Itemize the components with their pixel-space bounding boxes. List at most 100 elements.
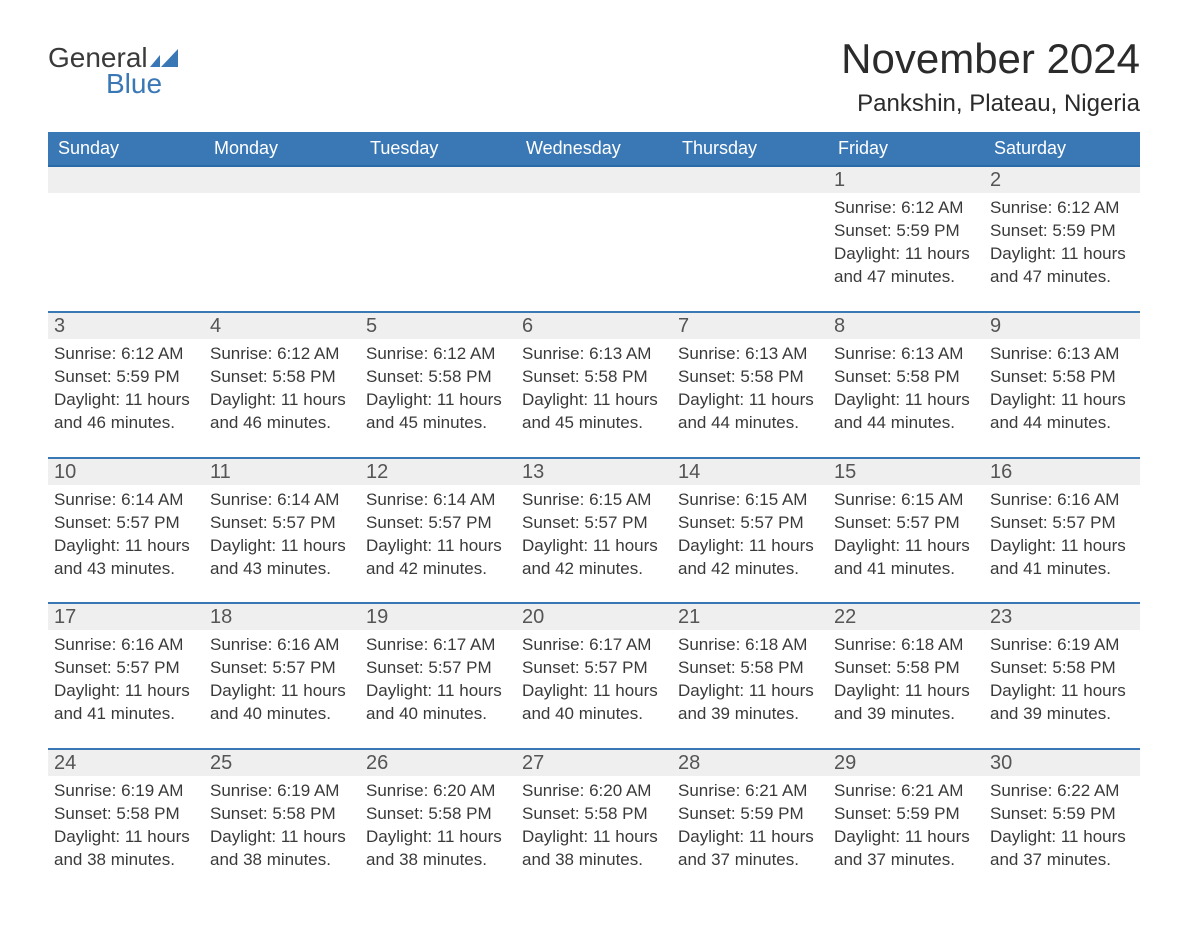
calendar-cell (204, 166, 360, 312)
day-body: Sunrise: 6:14 AMSunset: 5:57 PMDaylight:… (360, 485, 516, 603)
day-number-strip: 16 (984, 459, 1140, 485)
day-body: Sunrise: 6:16 AMSunset: 5:57 PMDaylight:… (984, 485, 1140, 603)
day-body: Sunrise: 6:20 AMSunset: 5:58 PMDaylight:… (360, 776, 516, 894)
daylight-text: Daylight: 11 hours and 37 minutes. (678, 826, 822, 872)
day-number-strip (48, 167, 204, 193)
calendar-week-row: 10Sunrise: 6:14 AMSunset: 5:57 PMDayligh… (48, 458, 1140, 604)
day-number: 8 (834, 315, 845, 337)
sunrise-text: Sunrise: 6:19 AM (54, 780, 198, 803)
sunrise-text: Sunrise: 6:14 AM (366, 489, 510, 512)
daylight-text: Daylight: 11 hours and 38 minutes. (54, 826, 198, 872)
calendar-week-row: 1Sunrise: 6:12 AMSunset: 5:59 PMDaylight… (48, 166, 1140, 312)
calendar-cell: 29Sunrise: 6:21 AMSunset: 5:59 PMDayligh… (828, 749, 984, 894)
calendar-cell: 14Sunrise: 6:15 AMSunset: 5:57 PMDayligh… (672, 458, 828, 604)
day-number: 11 (210, 461, 231, 483)
day-number-strip: 25 (204, 750, 360, 776)
day-number-strip: 5 (360, 313, 516, 339)
sunset-text: Sunset: 5:58 PM (522, 366, 666, 389)
day-body: Sunrise: 6:15 AMSunset: 5:57 PMDaylight:… (672, 485, 828, 603)
calendar-cell: 19Sunrise: 6:17 AMSunset: 5:57 PMDayligh… (360, 603, 516, 749)
day-body: Sunrise: 6:22 AMSunset: 5:59 PMDaylight:… (984, 776, 1140, 894)
sunset-text: Sunset: 5:58 PM (54, 803, 198, 826)
day-number-strip: 30 (984, 750, 1140, 776)
daylight-text: Daylight: 11 hours and 41 minutes. (54, 680, 198, 726)
daylight-text: Daylight: 11 hours and 39 minutes. (834, 680, 978, 726)
calendar-week-row: 24Sunrise: 6:19 AMSunset: 5:58 PMDayligh… (48, 749, 1140, 894)
day-body (360, 193, 516, 309)
sunrise-text: Sunrise: 6:13 AM (834, 343, 978, 366)
daylight-text: Daylight: 11 hours and 42 minutes. (366, 535, 510, 581)
day-number-strip: 27 (516, 750, 672, 776)
calendar-header: Sunday Monday Tuesday Wednesday Thursday… (48, 132, 1140, 166)
daylight-text: Daylight: 11 hours and 43 minutes. (210, 535, 354, 581)
day-body: Sunrise: 6:13 AMSunset: 5:58 PMDaylight:… (672, 339, 828, 457)
sunrise-text: Sunrise: 6:12 AM (990, 197, 1134, 220)
day-number-strip: 28 (672, 750, 828, 776)
day-number-strip: 26 (360, 750, 516, 776)
calendar-cell: 26Sunrise: 6:20 AMSunset: 5:58 PMDayligh… (360, 749, 516, 894)
day-body: Sunrise: 6:16 AMSunset: 5:57 PMDaylight:… (204, 630, 360, 748)
day-number: 29 (834, 752, 856, 774)
daylight-text: Daylight: 11 hours and 44 minutes. (678, 389, 822, 435)
sunrise-text: Sunrise: 6:12 AM (210, 343, 354, 366)
daylight-text: Daylight: 11 hours and 44 minutes. (990, 389, 1134, 435)
sunset-text: Sunset: 5:58 PM (678, 657, 822, 680)
day-body (48, 193, 204, 309)
sunrise-text: Sunrise: 6:20 AM (522, 780, 666, 803)
calendar-cell: 3Sunrise: 6:12 AMSunset: 5:59 PMDaylight… (48, 312, 204, 458)
day-number-strip: 8 (828, 313, 984, 339)
daylight-text: Daylight: 11 hours and 45 minutes. (522, 389, 666, 435)
day-number: 9 (990, 315, 1001, 337)
sunset-text: Sunset: 5:57 PM (210, 512, 354, 535)
calendar-cell: 13Sunrise: 6:15 AMSunset: 5:57 PMDayligh… (516, 458, 672, 604)
sunset-text: Sunset: 5:57 PM (678, 512, 822, 535)
sunset-text: Sunset: 5:59 PM (54, 366, 198, 389)
sunrise-text: Sunrise: 6:21 AM (834, 780, 978, 803)
day-number: 20 (522, 606, 544, 628)
day-number: 24 (54, 752, 76, 774)
calendar-cell: 15Sunrise: 6:15 AMSunset: 5:57 PMDayligh… (828, 458, 984, 604)
day-number-strip: 21 (672, 604, 828, 630)
day-number: 2 (990, 169, 1001, 191)
sunset-text: Sunset: 5:58 PM (990, 657, 1134, 680)
sunset-text: Sunset: 5:59 PM (834, 803, 978, 826)
day-number-strip: 9 (984, 313, 1140, 339)
day-number-strip: 7 (672, 313, 828, 339)
day-body: Sunrise: 6:12 AMSunset: 5:58 PMDaylight:… (360, 339, 516, 457)
daylight-text: Daylight: 11 hours and 47 minutes. (834, 243, 978, 289)
day-number: 7 (678, 315, 689, 337)
day-number-strip: 17 (48, 604, 204, 630)
day-number-strip: 22 (828, 604, 984, 630)
sunset-text: Sunset: 5:57 PM (54, 657, 198, 680)
day-number-strip: 13 (516, 459, 672, 485)
sunset-text: Sunset: 5:58 PM (522, 803, 666, 826)
day-number-strip: 24 (48, 750, 204, 776)
day-number-strip: 20 (516, 604, 672, 630)
day-number: 26 (366, 752, 388, 774)
daylight-text: Daylight: 11 hours and 46 minutes. (54, 389, 198, 435)
day-body: Sunrise: 6:21 AMSunset: 5:59 PMDaylight:… (828, 776, 984, 894)
day-number-strip: 6 (516, 313, 672, 339)
day-number: 17 (54, 606, 76, 628)
sunrise-text: Sunrise: 6:15 AM (522, 489, 666, 512)
day-number: 10 (54, 461, 76, 483)
day-number-strip: 29 (828, 750, 984, 776)
calendar-cell: 27Sunrise: 6:20 AMSunset: 5:58 PMDayligh… (516, 749, 672, 894)
day-number-strip: 1 (828, 167, 984, 193)
daylight-text: Daylight: 11 hours and 38 minutes. (210, 826, 354, 872)
day-body (204, 193, 360, 309)
day-number-strip: 3 (48, 313, 204, 339)
col-friday: Friday (828, 132, 984, 166)
day-body: Sunrise: 6:21 AMSunset: 5:59 PMDaylight:… (672, 776, 828, 894)
calendar-cell: 23Sunrise: 6:19 AMSunset: 5:58 PMDayligh… (984, 603, 1140, 749)
sunset-text: Sunset: 5:58 PM (210, 803, 354, 826)
calendar-cell: 16Sunrise: 6:16 AMSunset: 5:57 PMDayligh… (984, 458, 1140, 604)
calendar-cell: 21Sunrise: 6:18 AMSunset: 5:58 PMDayligh… (672, 603, 828, 749)
day-body: Sunrise: 6:16 AMSunset: 5:57 PMDaylight:… (48, 630, 204, 748)
sunrise-text: Sunrise: 6:13 AM (522, 343, 666, 366)
location-title: Pankshin, Plateau, Nigeria (841, 90, 1140, 118)
topbar: General Blue November 2024 Pankshin, Pla… (48, 36, 1140, 118)
day-body: Sunrise: 6:19 AMSunset: 5:58 PMDaylight:… (48, 776, 204, 894)
day-number: 30 (990, 752, 1012, 774)
day-number-strip: 14 (672, 459, 828, 485)
